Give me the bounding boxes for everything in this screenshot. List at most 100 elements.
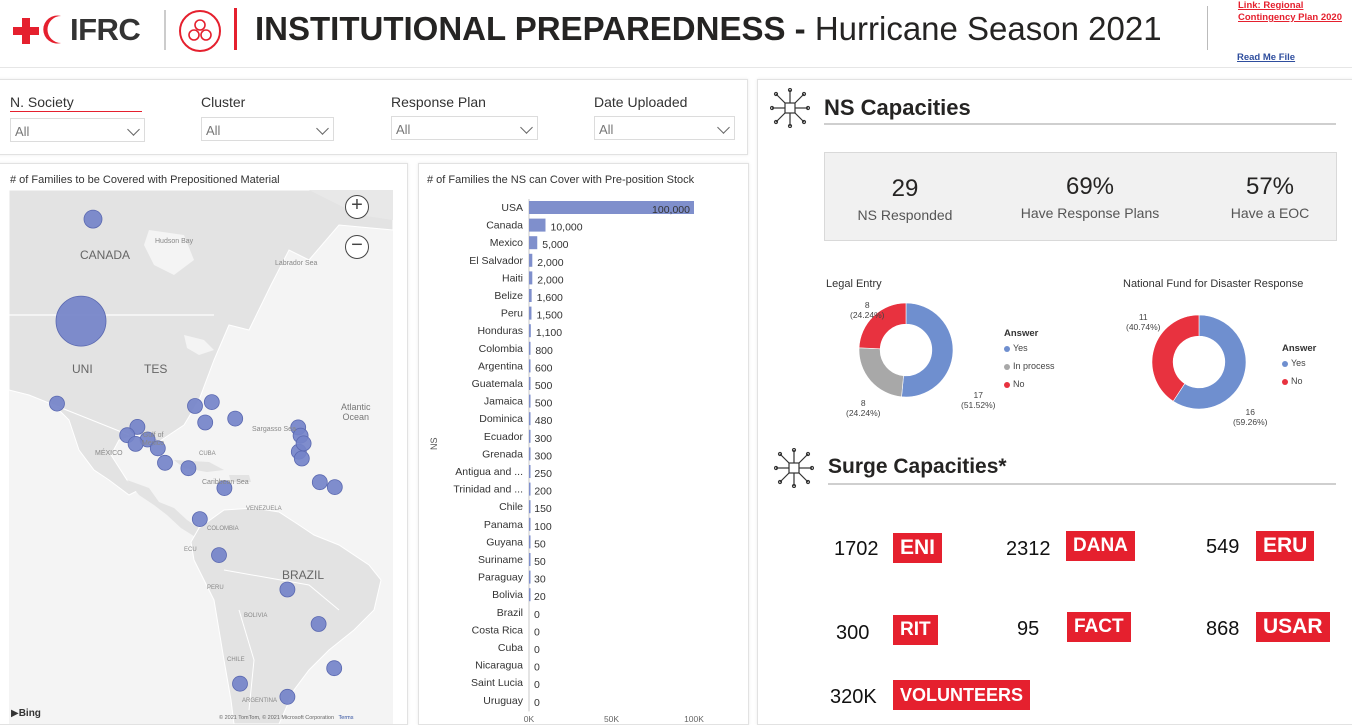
map-label-mexico: MÉXICO [95, 450, 123, 457]
bar[interactable] [529, 271, 533, 285]
legend-item-yes[interactable]: Yes [1004, 343, 1028, 353]
contingency-plan-link[interactable]: Link: Regional Contingency Plan 2020 [1238, 0, 1342, 24]
map-bubble[interactable] [211, 547, 227, 564]
bar-category-label: Grenada [482, 448, 523, 460]
response-plan-dropdown[interactable]: All [391, 116, 538, 140]
donut-slice-yes[interactable] [901, 302, 954, 398]
bar[interactable] [529, 500, 531, 514]
bar-chart-svg[interactable]: USA 100,000 Canada 10,000 Mexico 5,000 El Salv… [419, 164, 750, 724]
map-bubble[interactable] [326, 479, 343, 496]
legend-label: No [1291, 376, 1303, 386]
bar[interactable] [529, 482, 531, 496]
map-label-hudson-bay: Hudson Bay [155, 238, 194, 245]
national-fund-title: National Fund for Disaster Response [1123, 278, 1304, 290]
bar[interactable] [529, 236, 538, 250]
map-bubble[interactable] [191, 511, 208, 528]
map-bubble[interactable] [295, 435, 312, 452]
map-label-colombia: COLOMBIA [207, 526, 239, 532]
map-bubble[interactable] [216, 480, 233, 497]
map-label-chile: CHILE [227, 657, 245, 663]
map-bubble[interactable] [203, 394, 220, 411]
donut-slice-yes[interactable] [1172, 314, 1247, 410]
chevron-down-icon [520, 121, 533, 134]
bar-value-label: 0 [534, 679, 540, 691]
legal-entry-title: Legal Entry [826, 278, 882, 290]
map-bubble[interactable] [279, 581, 296, 598]
bar[interactable] [529, 218, 546, 232]
bar-value-label: 5,000 [542, 239, 568, 251]
bar[interactable] [529, 377, 531, 390]
donut-slice-no[interactable] [1151, 314, 1200, 402]
zoom-in-button[interactable]: + [345, 195, 369, 219]
legend-item-yes[interactable]: Yes [1282, 358, 1306, 368]
bar[interactable] [529, 412, 531, 426]
bar[interactable] [529, 517, 531, 531]
map-bubble[interactable] [157, 454, 173, 471]
cluster-dropdown[interactable]: All [201, 117, 334, 141]
bar[interactable] [529, 253, 533, 267]
n-society-dropdown[interactable]: All [10, 118, 145, 142]
bar[interactable] [529, 359, 531, 373]
legend-item-no[interactable]: No [1004, 379, 1025, 389]
map-bubble[interactable] [311, 474, 328, 491]
bar[interactable] [529, 429, 531, 443]
slicer-n-society: N. Society All [10, 94, 145, 142]
donut-slice-no[interactable] [858, 302, 907, 350]
read-me-link[interactable]: Read Me File [1237, 52, 1296, 63]
map-label-sargasso: Sargasso Sea [252, 426, 296, 433]
page-title: INSTITUTIONAL PREPAREDNESS - Hurricane S… [255, 10, 1162, 48]
bar[interactable] [529, 324, 531, 338]
map-bubble[interactable] [83, 209, 103, 229]
bar[interactable] [529, 394, 531, 408]
date-uploaded-dropdown[interactable]: All [594, 116, 735, 140]
bar[interactable] [529, 201, 694, 214]
bar[interactable] [529, 465, 531, 478]
map-bubble[interactable] [180, 460, 197, 477]
legend-dot [1004, 345, 1010, 352]
bar[interactable] [529, 306, 532, 320]
map-terms-link[interactable]: Terms [338, 715, 354, 721]
map-attribution-text: © 2021 TomTom, © 2021 Microsoft Corporat… [219, 715, 335, 721]
map-bubble[interactable] [293, 450, 310, 467]
map-label-brazil: BRAZIL [282, 568, 325, 582]
slicer-label: N. Society [10, 94, 142, 112]
bar-category-label: Haiti [502, 272, 523, 284]
map-bubble[interactable] [49, 395, 65, 412]
legend-item-in-process[interactable]: In process [1004, 361, 1055, 371]
page-title-main: INSTITUTIONAL PREPAREDNESS - [255, 10, 806, 47]
bar[interactable] [529, 289, 532, 302]
bar[interactable] [529, 341, 531, 355]
map-bubble[interactable] [310, 616, 327, 632]
bar[interactable] [529, 447, 531, 461]
map-canvas[interactable] [9, 190, 393, 724]
map-bubble[interactable] [149, 440, 166, 457]
bar-value-label: 0 [534, 697, 540, 709]
donut-slice-in-process[interactable] [858, 347, 904, 398]
bar[interactable] [529, 535, 531, 549]
map-bubble[interactable] [55, 295, 107, 347]
bar[interactable] [529, 553, 531, 566]
map-bubble[interactable] [326, 660, 343, 677]
kpi-value: 29 [891, 175, 919, 202]
zoom-out-button[interactable]: − [345, 235, 369, 259]
bar-category-label: Costa Rica [472, 624, 524, 636]
map-bubble[interactable] [127, 435, 144, 452]
bar-value-label: 0 [534, 626, 540, 638]
bubble-map[interactable]: CANADA Hudson Bay Labrador Sea UNI TES A… [9, 190, 393, 724]
bar-category-label: Antigua and ... [455, 466, 523, 478]
national-fund-donut[interactable] [1151, 314, 1247, 410]
bar[interactable] [529, 570, 531, 584]
legend-title: Answer [1282, 343, 1317, 354]
legal-entry-donut[interactable] [858, 302, 954, 398]
legend-item-no[interactable]: No [1282, 376, 1303, 386]
map-label-atlantic-1: Atlantic [341, 402, 371, 412]
map-bubble[interactable] [279, 688, 296, 705]
bar-value-label: 1,100 [536, 327, 562, 339]
map-bubble[interactable] [227, 410, 244, 427]
bar-value-label: 0 [534, 662, 540, 674]
bar-value-label: 300 [534, 450, 552, 462]
map-bubble[interactable] [232, 675, 248, 692]
map-bubble[interactable] [197, 414, 214, 431]
map-bubble[interactable] [187, 398, 203, 414]
bar[interactable] [529, 588, 531, 602]
